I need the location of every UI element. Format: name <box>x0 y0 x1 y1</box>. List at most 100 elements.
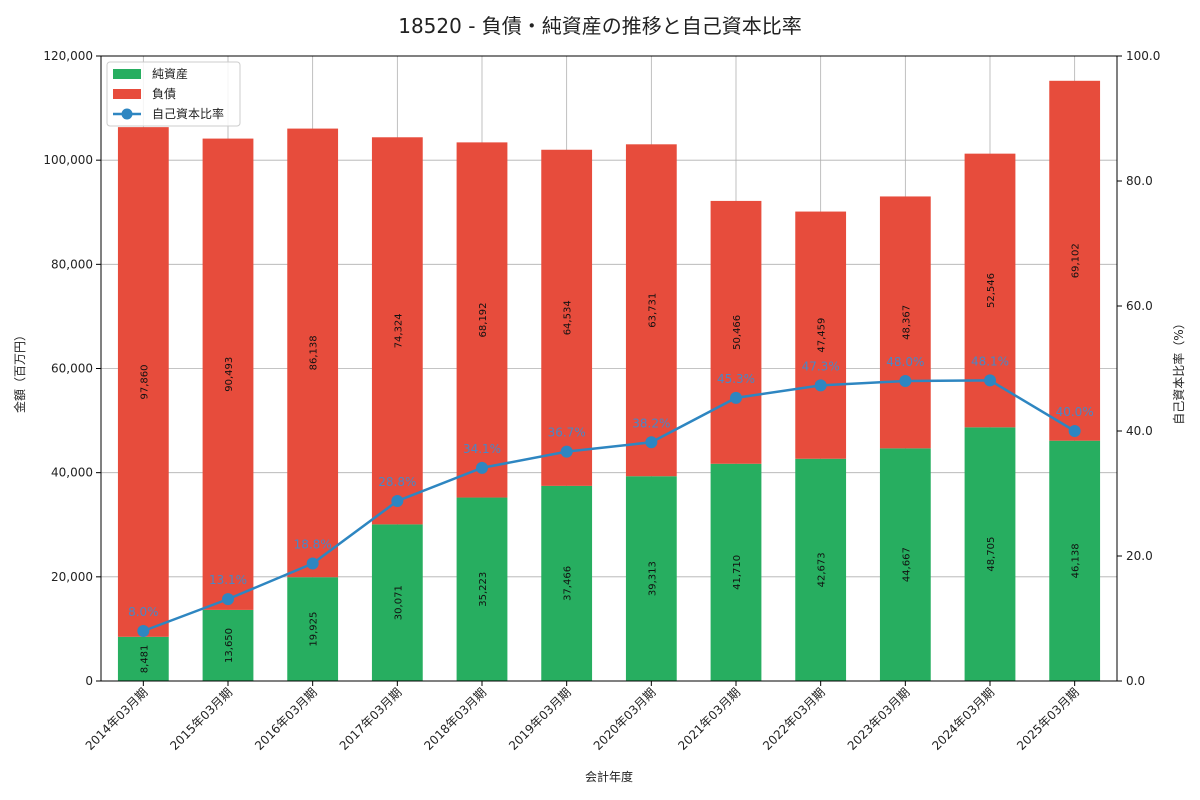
bar-liabilities <box>541 149 593 486</box>
equity-ratio-label: 48.1% <box>971 354 1009 368</box>
equity-ratio-label: 28.8% <box>378 475 416 489</box>
equity-ratio-label: 34.1% <box>463 442 501 456</box>
bar-net-assets <box>287 577 339 681</box>
bar-net-assets <box>202 609 254 681</box>
y-tick-label: 60,000 <box>51 362 93 376</box>
equity-ratio-label: 40.0% <box>1056 405 1094 419</box>
bar-label-liabilities: 64,534 <box>563 300 574 335</box>
x-tick-label: 2019年03月期 <box>506 685 574 753</box>
equity-ratio-point <box>645 436 658 449</box>
bar-liabilities <box>879 196 931 449</box>
equity-ratio-label: 38.2% <box>632 416 670 430</box>
y-tick-label: 40,000 <box>51 466 93 480</box>
x-tick-label: 2018年03月期 <box>421 685 489 753</box>
bars-layer: 8,481 97,860 13,650 90,493 19,925 86,138 30,07… <box>117 80 1101 681</box>
equity-ratio-point <box>984 374 996 387</box>
bar-liabilities <box>1049 80 1101 441</box>
bar-liabilities <box>710 200 762 464</box>
equity-ratio-point <box>306 557 319 570</box>
equity-ratio-point <box>730 391 742 404</box>
legend: 純資産 負債 自己資本比率 <box>106 61 241 127</box>
bar-liabilities <box>287 128 339 578</box>
equity-ratio-label: 36.7% <box>548 426 586 440</box>
bar-label-liabilities: 52,546 <box>986 273 997 308</box>
x-tick-label: 2023年03月期 <box>845 685 913 753</box>
bar-label-net-assets: 42,673 <box>817 552 828 587</box>
x-tick-label: 2021年03月期 <box>675 685 743 753</box>
bar-label-liabilities: 90,493 <box>224 357 235 392</box>
bar-label-liabilities: 47,459 <box>817 318 828 353</box>
equity-ratio-label: 45.3% <box>717 372 755 386</box>
y2-tick-label: 60.0 <box>1126 299 1153 313</box>
bar-liabilities <box>456 142 508 498</box>
bar-label-liabilities: 69,102 <box>1071 243 1082 278</box>
bar-liabilities <box>795 211 847 459</box>
y-tick-label: 20,000 <box>51 570 93 584</box>
equity-ratio-line <box>142 379 1076 633</box>
y2-tick-label: 40.0 <box>1126 424 1153 438</box>
bar-net-assets <box>1049 440 1101 681</box>
x-tick-label: 2024年03月期 <box>929 685 997 753</box>
legend-label-liabilities: 負債 <box>152 86 176 101</box>
bar-net-assets <box>879 448 931 681</box>
legend-swatch-net-assets <box>113 69 141 79</box>
equity-ratio-point <box>476 461 488 474</box>
x-tick-label: 2015年03月期 <box>167 685 235 753</box>
equity-ratio-point <box>137 625 150 637</box>
bar-net-assets <box>371 524 423 681</box>
legend-swatch-liabilities <box>113 89 141 99</box>
bar-label-net-assets: 44,667 <box>901 547 912 582</box>
bar-liabilities <box>117 127 169 637</box>
equity-ratio-point <box>560 445 573 458</box>
bar-net-assets <box>456 497 508 681</box>
bar-label-liabilities: 63,731 <box>647 293 658 328</box>
bar-net-assets <box>625 476 677 681</box>
bar-liabilities <box>625 144 677 477</box>
legend-label-net-assets: 純資産 <box>152 66 188 81</box>
bar-label-net-assets: 30,071 <box>393 585 404 620</box>
bar-label-net-assets: 41,710 <box>732 555 743 590</box>
y-axis-label: 金額（百万円） <box>12 329 27 413</box>
x-tick-label: 2016年03月期 <box>252 685 320 753</box>
bar-liabilities <box>371 137 423 525</box>
bar-net-assets <box>964 427 1016 681</box>
bar-label-net-assets: 48,705 <box>986 537 997 572</box>
equity-ratio-point <box>899 375 912 387</box>
y-tick-label: 100,000 <box>43 153 93 167</box>
x-tick-label: 2025年03月期 <box>1014 685 1082 753</box>
x-axis-label: 会計年度 <box>585 769 633 784</box>
bar-net-assets <box>541 485 593 681</box>
y-tick-label: 0 <box>85 674 93 688</box>
bar-label-net-assets: 46,138 <box>1071 543 1082 578</box>
x-tick-label: 2022年03月期 <box>760 685 828 753</box>
bar-label-net-assets: 8,481 <box>139 645 150 674</box>
y-tick-label: 80,000 <box>51 257 93 271</box>
bar-net-assets <box>710 463 762 681</box>
equity-ratio-point <box>391 495 404 507</box>
y2-tick-label: 100.0 <box>1126 49 1160 63</box>
chart-title: 18520 - 負債・純資産の推移と自己資本比率 <box>398 14 802 38</box>
equity-ratio-label: 13.1% <box>209 573 247 587</box>
equity-ratio-label: 47.3% <box>802 359 840 373</box>
bar-label-net-assets: 37,466 <box>563 566 574 601</box>
x-tick-label: 2020年03月期 <box>591 685 659 753</box>
bar-liabilities <box>202 138 254 610</box>
bar-label-net-assets: 39,313 <box>647 561 658 596</box>
legend-marker-equity-ratio <box>121 108 133 120</box>
bar-label-net-assets: 19,925 <box>309 612 320 647</box>
bar-label-liabilities: 50,466 <box>732 315 743 350</box>
y2-axis-label: 自己資本比率（%） <box>1171 317 1186 424</box>
equity-ratio-point <box>1068 425 1081 437</box>
bar-label-liabilities: 48,367 <box>901 305 912 340</box>
x-tick-label: 2017年03月期 <box>337 685 405 753</box>
bar-label-liabilities: 74,324 <box>393 313 404 348</box>
x-tick-label: 2014年03月期 <box>83 685 151 753</box>
equity-ratio-point <box>222 593 234 606</box>
bar-label-liabilities: 68,192 <box>478 302 489 337</box>
bar-label-net-assets: 13,650 <box>224 628 235 663</box>
bar-label-liabilities: 86,138 <box>309 335 320 370</box>
equity-ratio-label: 18.8% <box>294 538 332 552</box>
y2-tick-label: 0.0 <box>1126 674 1145 688</box>
legend-label-equity-ratio: 自己資本比率 <box>152 106 224 121</box>
